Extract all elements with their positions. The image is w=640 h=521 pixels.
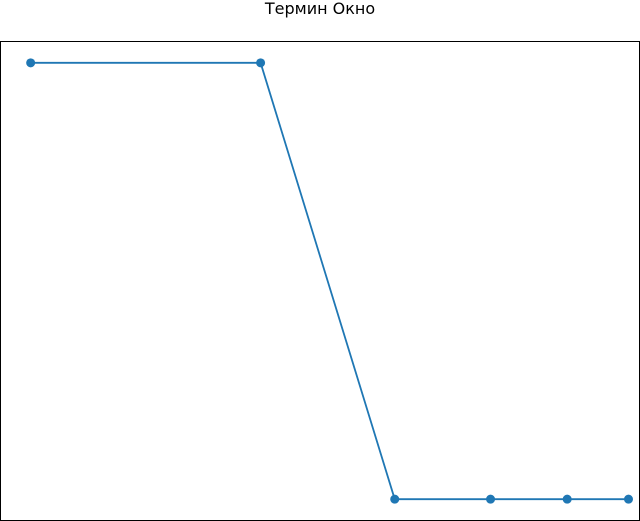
chart-title: Термин Окно xyxy=(264,0,376,18)
plot-area-frame xyxy=(0,41,640,521)
data-point-0-4 xyxy=(562,494,572,504)
data-point-0-2 xyxy=(390,494,400,504)
data-point-0-1 xyxy=(256,58,266,68)
data-point-0-3 xyxy=(486,494,496,504)
data-point-0-0 xyxy=(26,58,36,68)
series-layer xyxy=(26,58,633,504)
series-line-0 xyxy=(30,61,629,501)
data-point-0-5 xyxy=(624,494,633,504)
